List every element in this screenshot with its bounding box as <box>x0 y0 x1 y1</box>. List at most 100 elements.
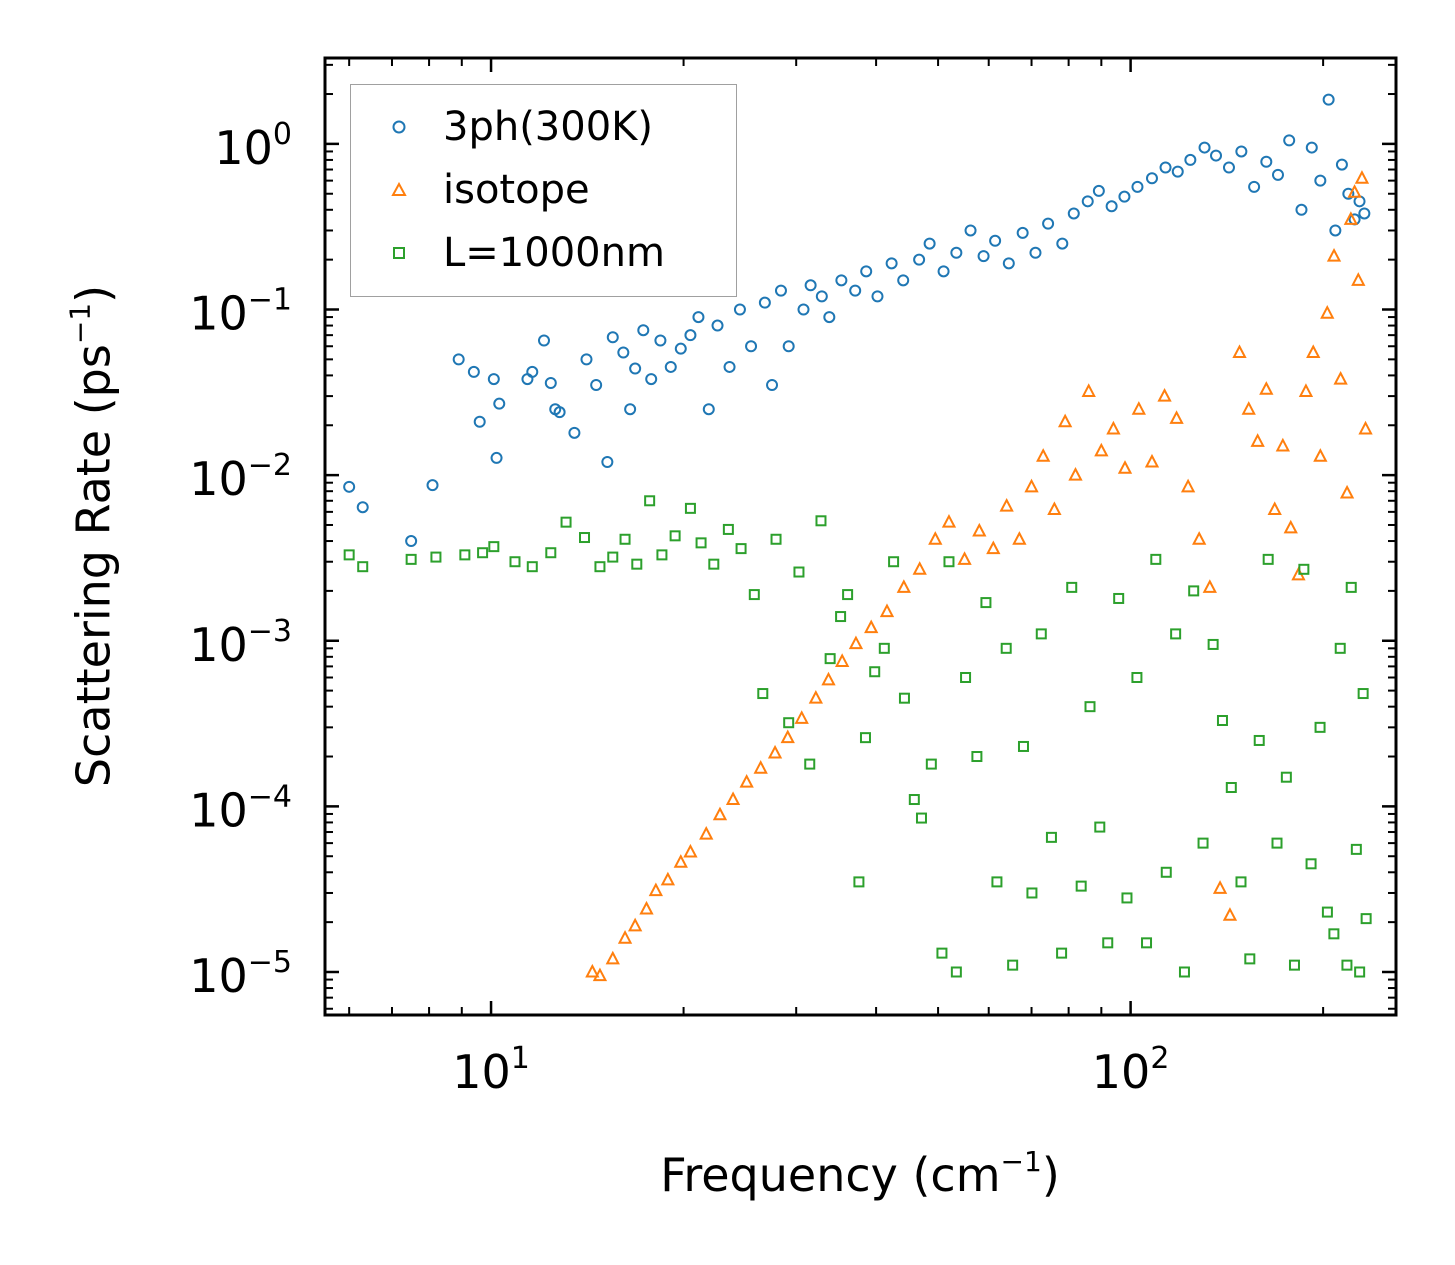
tick-base: 10 <box>189 287 248 341</box>
data-point <box>1222 907 1238 921</box>
y-axis-title-exponent: −1 <box>63 302 97 345</box>
data-point <box>915 812 927 824</box>
data-point <box>692 311 705 324</box>
data-point <box>1178 966 1190 978</box>
data-point <box>644 495 656 507</box>
y-tick-label: 10−4 <box>189 779 292 837</box>
data-point <box>674 342 687 355</box>
data-point <box>526 561 538 573</box>
data-point <box>925 758 937 770</box>
data-point <box>594 561 606 573</box>
data-point <box>842 589 854 601</box>
data-point <box>888 556 900 568</box>
data-point <box>1094 442 1109 457</box>
data-point <box>1212 880 1228 894</box>
data-point <box>1102 937 1114 949</box>
data-point <box>1354 170 1370 184</box>
data-point <box>1298 383 1314 397</box>
data-point <box>937 265 950 278</box>
data-point <box>1202 579 1217 593</box>
data-point <box>774 284 787 297</box>
data-point <box>964 224 977 237</box>
data-point <box>590 379 603 392</box>
data-point <box>1326 247 1342 262</box>
data-point <box>619 533 631 545</box>
data-point <box>1105 200 1118 213</box>
y-tick-label: 10−3 <box>189 614 292 672</box>
data-point <box>1334 642 1346 654</box>
data-point <box>722 523 734 535</box>
data-point <box>869 666 881 678</box>
data-point <box>568 426 581 439</box>
data-point <box>1283 134 1296 147</box>
data-point <box>1350 843 1362 855</box>
x-tick-label: 101 <box>452 1041 530 1099</box>
data-point <box>627 917 643 932</box>
legend-label-3ph: 3ph(300K) <box>443 104 653 150</box>
series-1 <box>585 170 1373 982</box>
data-point <box>1192 531 1207 545</box>
data-point <box>357 561 369 573</box>
data-point <box>1250 433 1265 447</box>
data-point <box>1305 141 1318 154</box>
data-point <box>526 365 539 378</box>
data-point <box>1017 740 1029 752</box>
tick-exponent: 0 <box>273 117 292 152</box>
data-point <box>1150 553 1162 565</box>
data-point <box>950 966 962 978</box>
data-point <box>545 547 557 559</box>
data-point <box>1345 581 1357 593</box>
data-point <box>808 690 824 704</box>
data-point <box>797 303 810 316</box>
data-point <box>1131 401 1146 415</box>
data-point <box>957 551 972 565</box>
data-point <box>821 671 836 686</box>
data-point <box>1198 141 1211 154</box>
data-point <box>860 265 873 278</box>
data-point <box>1358 420 1373 435</box>
data-point <box>639 900 654 915</box>
data-point <box>1335 158 1348 171</box>
tick-exponent: 2 <box>1150 1041 1169 1076</box>
data-point <box>1322 93 1335 106</box>
data-point <box>1197 837 1209 849</box>
data-point <box>1222 161 1235 174</box>
legend: 3ph(300K) isotope L=1000nm <box>350 84 737 297</box>
data-point <box>960 671 972 683</box>
data-point <box>753 760 768 774</box>
data-point <box>1298 563 1310 575</box>
data-point <box>745 340 758 353</box>
data-point <box>936 947 948 959</box>
data-point <box>711 319 724 332</box>
data-point <box>459 549 471 561</box>
data-point <box>1002 257 1015 270</box>
data-point <box>1339 484 1355 499</box>
data-point <box>467 365 480 378</box>
data-point <box>1342 187 1355 200</box>
tick-base: 10 <box>189 949 248 1003</box>
data-point <box>980 597 992 609</box>
data-point <box>1081 195 1094 208</box>
data-point <box>1106 420 1121 435</box>
data-point <box>1029 246 1042 259</box>
data-point <box>1283 519 1298 534</box>
data-point <box>488 541 500 553</box>
data-point <box>673 854 688 868</box>
data-point <box>1067 207 1080 220</box>
data-point <box>823 311 836 324</box>
data-point <box>660 871 676 886</box>
data-point <box>1260 155 1273 168</box>
series-2 <box>343 495 1372 978</box>
data-point <box>487 373 500 386</box>
data-point <box>898 692 910 704</box>
data-point <box>1216 714 1228 726</box>
data-point <box>1295 203 1308 216</box>
data-point <box>405 553 417 565</box>
data-point <box>601 456 614 469</box>
triangle-marker-icon <box>391 182 407 196</box>
data-point <box>794 710 809 724</box>
data-point <box>1320 305 1335 319</box>
data-point <box>1314 174 1327 187</box>
data-point <box>1157 387 1172 402</box>
data-point <box>770 533 782 545</box>
